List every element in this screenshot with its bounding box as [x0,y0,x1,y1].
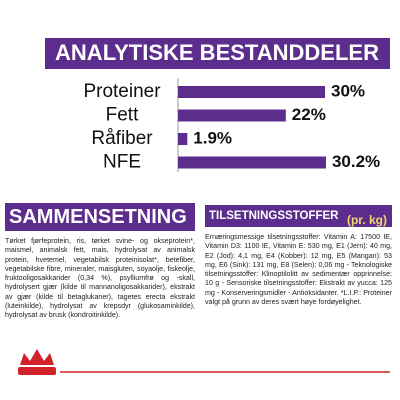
chart-title: ANALYTISKE BESTANDDELER [55,40,379,65]
additives-title: TILSETNINGSSTOFFER [209,210,339,222]
value-label: 30.2% [332,152,380,171]
logo [18,349,56,375]
composition-text: Tørket fjørfeprotein, ris, tørket svine-… [5,237,195,320]
category-label: Råfiber [91,128,153,149]
category-label: NFE [103,152,141,173]
value-label: 22% [292,105,326,124]
bar [178,156,326,169]
title-band [45,38,390,69]
footer [18,349,390,375]
chart: ANALYTISKE BESTANDDELER Proteiner 30% Fett… [45,38,390,173]
bar [178,133,188,145]
bar [178,109,286,122]
composition-title: SAMMENSETNING [9,206,187,228]
value-label: 1.9% [193,128,232,147]
additives-text: Ernæringsmessige tilsetningsstoffer: Vit… [205,233,392,307]
category-label: Fett [106,105,139,126]
category-label: Proteiner [83,81,161,102]
value-label: 30% [331,81,365,100]
composition-header: SAMMENSETNING [5,203,195,231]
bar [178,86,325,98]
additives-unit: (pr. kg) [346,213,387,227]
additives-header: TILSETNINGSSTOFFER (pr. kg) [205,205,392,227]
